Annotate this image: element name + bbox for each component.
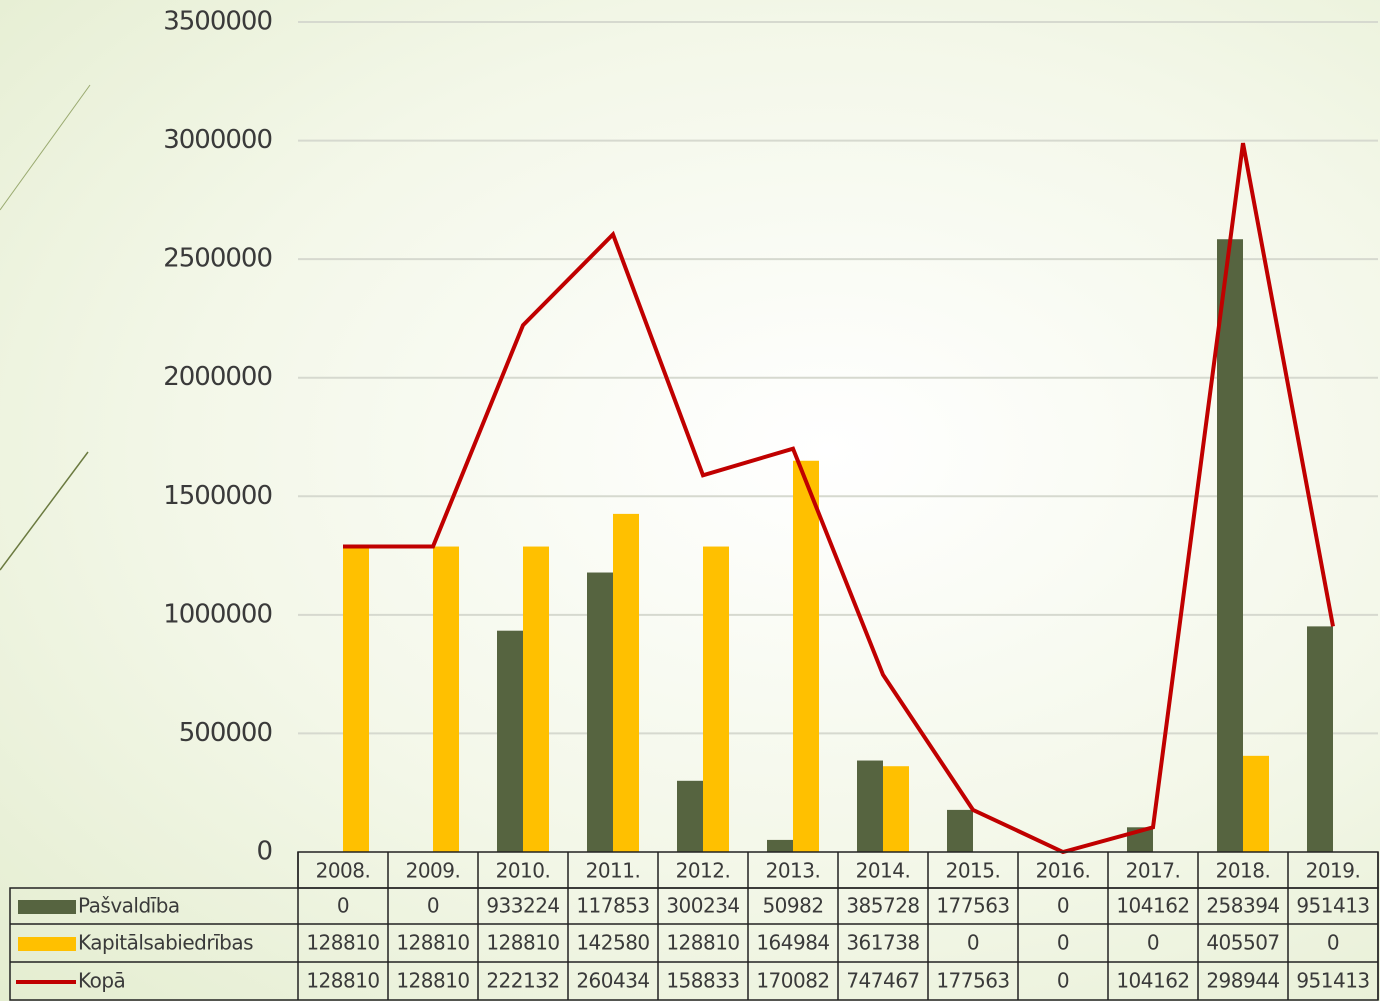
x-tick-label: 2010. (496, 859, 551, 883)
bar (613, 513, 639, 852)
table-cell: 0 (1057, 969, 1069, 993)
table-cell: 405507 (1206, 931, 1279, 955)
table-cell: 0 (337, 894, 349, 918)
x-tick-label: 2016. (1036, 859, 1091, 883)
table-cell: 117853 (576, 894, 649, 918)
line (343, 142, 1335, 855)
table-cell: 0 (1057, 894, 1069, 918)
x-tick-label: 2009. (406, 859, 461, 883)
table-cell: 951413 (1296, 969, 1369, 993)
table-cell: 0 (1147, 931, 1159, 955)
y-tick-label: 3000000 (163, 125, 272, 155)
y-tick-label: 500000 (179, 718, 272, 748)
table-cell: 158833 (666, 969, 739, 993)
bar (703, 546, 729, 852)
legend-label: Pašvaldība (78, 894, 180, 918)
table-cell: 170082 (756, 969, 829, 993)
x-tick-label: 2012. (676, 859, 731, 883)
bar (433, 546, 459, 852)
bar (883, 766, 909, 852)
table-cell: 128810 (306, 931, 379, 955)
y-tick-label: 1500000 (163, 481, 272, 511)
table-cell: 258394 (1206, 894, 1279, 918)
table-cell: 128810 (306, 969, 379, 993)
x-tick-label: 2019. (1306, 859, 1361, 883)
table-cell: 128810 (396, 931, 469, 955)
legend-label: Kopā (78, 969, 125, 993)
bar (1307, 626, 1333, 852)
bar (523, 546, 549, 852)
table-cell: 128810 (396, 969, 469, 993)
bar (1217, 239, 1243, 853)
x-tick-label: 2008. (316, 859, 371, 883)
table-cell: 128810 (666, 931, 739, 955)
x-tick-label: 2018. (1216, 859, 1271, 883)
table-cell: 300234 (666, 894, 739, 918)
bar (1243, 755, 1269, 852)
table-cell: 222132 (486, 969, 559, 993)
x-tick-label: 2015. (946, 859, 1001, 883)
bar (343, 546, 369, 852)
table-cell: 951413 (1296, 894, 1369, 918)
y-tick-label: 2500000 (163, 244, 272, 274)
x-tick-label: 2011. (586, 859, 641, 883)
bar (587, 572, 613, 852)
bar (947, 809, 973, 852)
bar (857, 760, 883, 852)
x-tick-label: 2013. (766, 859, 821, 883)
table-cell: 260434 (576, 969, 649, 993)
bar (497, 630, 523, 852)
decoration (0, 451, 89, 571)
legend-swatch (18, 937, 76, 951)
y-tick-label: 3500000 (163, 7, 272, 37)
table-cell: 0 (967, 931, 979, 955)
y-tick-label: 0 (256, 837, 272, 867)
table-cell: 385728 (846, 894, 919, 918)
x-tick-label: 2017. (1126, 859, 1181, 883)
y-tick-label: 2000000 (163, 362, 272, 392)
table-cell: 50982 (762, 894, 823, 918)
table-cell: 747467 (846, 969, 919, 993)
table-cell: 104162 (1116, 969, 1189, 993)
table-cell: 104162 (1116, 894, 1189, 918)
x-tick-label: 2014. (856, 859, 911, 883)
table-cell: 164984 (756, 931, 829, 955)
y-tick-label: 1000000 (163, 599, 272, 629)
table-cell: 933224 (486, 894, 559, 918)
table-cell: 298944 (1206, 969, 1279, 993)
table-cell: 128810 (486, 931, 559, 955)
table-cell: 0 (427, 894, 439, 918)
table-cell: 142580 (576, 931, 649, 955)
table-cell: 177563 (936, 969, 1009, 993)
legend-swatch (18, 900, 76, 914)
table-cell: 177563 (936, 894, 1009, 918)
legend-label: Kapitālsabiedrības (78, 931, 253, 955)
table-cell: 0 (1057, 931, 1069, 955)
table-cell: 0 (1327, 931, 1339, 955)
bar (767, 839, 793, 852)
decoration (0, 84, 91, 211)
bar (793, 460, 819, 852)
table-cell: 361738 (846, 931, 919, 955)
bar (677, 780, 703, 852)
